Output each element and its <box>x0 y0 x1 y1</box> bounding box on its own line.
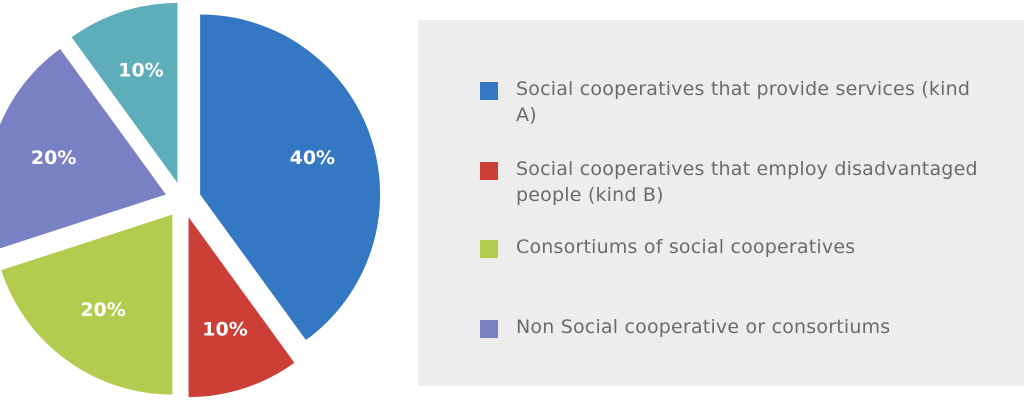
legend-label: Consortiums of social cooperatives <box>516 236 856 258</box>
legend-panel: Social cooperatives that provide service… <box>418 20 1024 386</box>
pie-slice-5 <box>71 2 178 183</box>
legend-swatch <box>480 162 498 180</box>
pie-slice-1 <box>200 14 381 341</box>
pie-slice-4 <box>0 48 166 249</box>
legend-label: Non Social cooperative or consortiums <box>516 316 891 338</box>
pie-slice-label-3: 20% <box>80 299 125 321</box>
legend-label: Social cooperatives that employ disadvan… <box>516 158 978 206</box>
legend-swatch <box>480 82 498 100</box>
pie-slice-label-4: 20% <box>31 147 76 169</box>
legend-label: Social cooperatives that provide service… <box>516 78 971 126</box>
pie-slice-3 <box>1 214 173 395</box>
pie-slice-2 <box>188 217 295 398</box>
legend-swatch <box>480 240 498 258</box>
pie-slice-label-5: 10% <box>118 60 163 82</box>
pie-slice-label-1: 40% <box>290 147 335 169</box>
pie-chart: 40% 10% 20% 20% 10% <box>0 0 400 409</box>
pie-slice-label-2: 10% <box>202 318 247 340</box>
pie-chart-svg: 40% 10% 20% 20% 10% <box>0 2 381 398</box>
legend-swatch <box>480 320 498 338</box>
